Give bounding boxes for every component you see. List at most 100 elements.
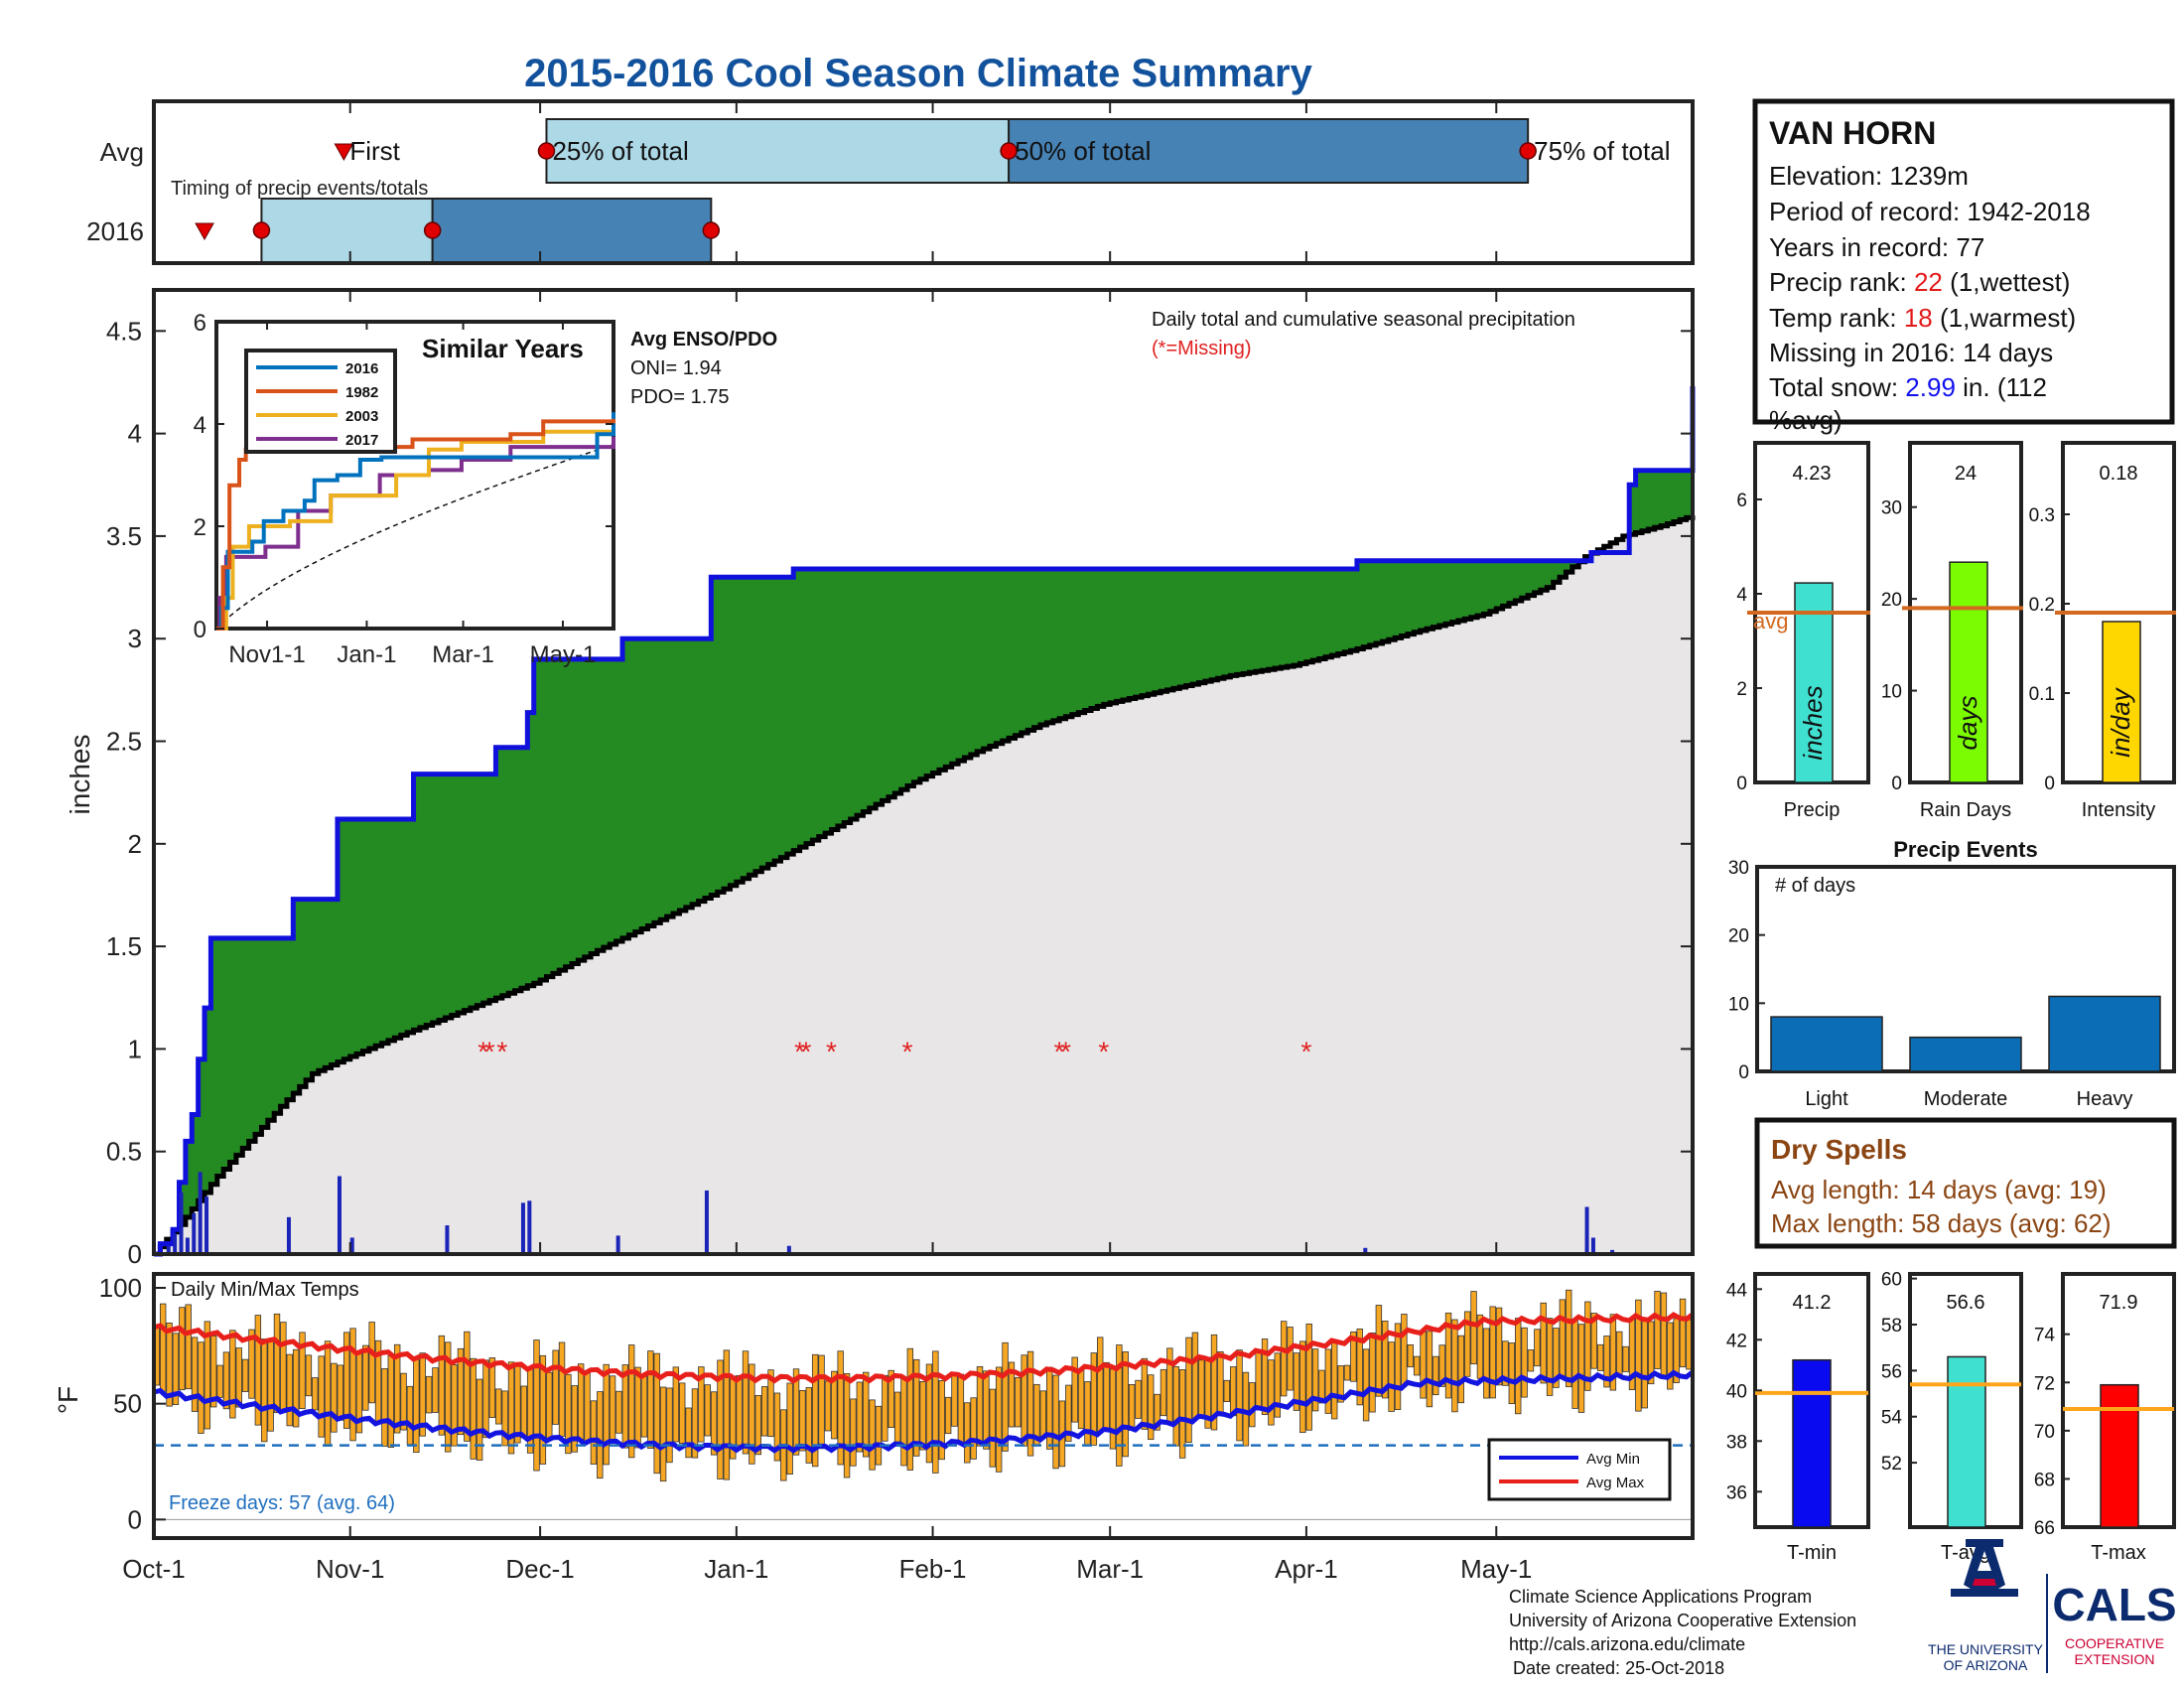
daily-temp-bar-57	[514, 1364, 521, 1444]
legend-label-avg-max: Avg Max	[1586, 1475, 1645, 1491]
tmin-ytick-label-4: 44	[1726, 1280, 1748, 1301]
daily-temp-bar-124	[938, 1380, 945, 1461]
daily-temp-bar-7	[198, 1341, 205, 1434]
tmin-ytick-label-0: 36	[1726, 1482, 1747, 1503]
daily-temp-bar-241	[1679, 1298, 1687, 1368]
freeze-days: Freeze days: 57 (avg. 64)	[169, 1492, 395, 1514]
daily-temp-bar-28	[331, 1362, 338, 1433]
daily-temp-bar-52	[482, 1359, 489, 1439]
daily-temp-bar-81	[666, 1387, 673, 1464]
daily-temp-bar-33	[362, 1344, 369, 1411]
daily-temp-bar-125	[944, 1396, 952, 1435]
daily-temp-bar-236	[1647, 1321, 1655, 1385]
timing-avg-first-label: First	[349, 136, 400, 166]
daily-temp-bar-73	[615, 1390, 622, 1434]
precip-events-ylabel: # of days	[1775, 875, 1855, 897]
daily-temp-bar-135	[1008, 1361, 1016, 1428]
daily-temp-bar-13	[235, 1347, 242, 1408]
daily-temp-bar-45	[438, 1335, 446, 1436]
temp-ytick-label-2: 100	[99, 1273, 142, 1303]
temp-xtick-label-4: Feb-1	[899, 1554, 967, 1584]
daily-temp-bar-138	[1026, 1350, 1034, 1457]
daily-temp-bar-130	[976, 1365, 984, 1447]
daily-temp-bar-119	[906, 1347, 914, 1471]
daily-temp-bar-53	[488, 1357, 496, 1418]
daily-temp-bar-115	[882, 1374, 888, 1442]
daily-temp-bar-55	[501, 1390, 508, 1447]
daily-temp-bar-5	[185, 1304, 192, 1390]
rain_days-category-label: Rain Days	[1920, 799, 2011, 821]
daily-temp-bar-67	[577, 1363, 585, 1441]
daily-temp-bar-63	[552, 1349, 559, 1425]
daily-temp-bar-181	[1299, 1340, 1306, 1434]
daily-temp-bar-128	[964, 1402, 971, 1464]
daily-precip-bar-12	[527, 1200, 532, 1254]
daily-temp-bar-171	[1236, 1349, 1243, 1442]
daily-temp-bar-232	[1622, 1345, 1629, 1372]
daily-temp-bar-25	[312, 1377, 319, 1411]
missing-day-marker-1: *	[484, 1036, 495, 1066]
station-elevation: Elevation: 1239m	[1769, 161, 1969, 191]
daily-temp-bar-180	[1293, 1352, 1300, 1411]
inset-xtick-label-1: Jan-1	[337, 641, 396, 668]
precip-events-ytick-label-2: 20	[1728, 926, 1749, 947]
tmin-ytick-label-3: 42	[1726, 1331, 1747, 1351]
daily-temp-bar-226	[1584, 1301, 1591, 1391]
daily-temp-bar-76	[634, 1366, 641, 1449]
enso-pdo: PDO= 1.75	[630, 386, 730, 408]
dry-spells-box: Dry Spells Avg length: 14 days (avg: 19)…	[1754, 1117, 2177, 1249]
timing-avg-p75-label: 75% of total	[1534, 136, 1670, 166]
rain_days-unit-label: days	[1953, 696, 1982, 751]
daily-temp-bar-148	[1090, 1352, 1098, 1446]
daily-temp-bar-110	[850, 1398, 857, 1467]
daily-temp-bar-85	[691, 1388, 699, 1459]
daily-temp-bar-231	[1616, 1331, 1623, 1377]
station-temp-rank: Temp rank: 18 (1,warmest)	[1769, 303, 2076, 333]
missing-day-marker-0: *	[478, 1036, 488, 1066]
daily-temp-bar-172	[1242, 1371, 1250, 1447]
daily-temp-bar-118	[900, 1378, 907, 1467]
precip-ytick-label-2: 4	[1736, 585, 1747, 606]
daily-temp-bar-103	[805, 1387, 812, 1464]
daily-temp-bar-111	[856, 1381, 864, 1453]
timing-year-bar-50-75	[431, 198, 713, 263]
precip-annotation-missing: (*=Missing)	[1152, 338, 1252, 359]
inset-title: Similar Years	[422, 334, 584, 363]
tmax-ytick-label-2: 70	[2034, 1422, 2055, 1443]
inset-ytick-label-2: 4	[194, 412, 206, 439]
daily-temp-bar-120	[913, 1358, 920, 1457]
daily-temp-bar-190	[1356, 1329, 1363, 1406]
temp-xtick-label-7: May-1	[1460, 1554, 1532, 1584]
daily-temp-bar-54	[495, 1388, 502, 1425]
daily-precip-bar-3	[185, 1237, 190, 1254]
daily-precip-bar-8	[337, 1176, 341, 1254]
temp-ytick-label-1: 50	[113, 1389, 142, 1419]
precip-ylabel: inches	[65, 735, 95, 815]
timing-year-first-marker	[195, 222, 214, 241]
daily-precip-bar-1	[173, 1233, 178, 1254]
enso-title: Avg ENSO/PDO	[630, 329, 777, 351]
daily-precip-bar-18	[1590, 1237, 1595, 1254]
daily-temp-bar-51	[476, 1378, 483, 1461]
daily-temp-bar-174	[1255, 1350, 1262, 1411]
precip-events-category-0: Light	[1805, 1088, 1848, 1110]
tmax-ytick-label-0: 66	[2034, 1518, 2055, 1539]
daily-temp-bar-71	[603, 1363, 610, 1466]
precip-unit-label: inches	[1798, 685, 1828, 760]
daily-temp-bar-30	[342, 1332, 350, 1429]
precip-events-bars: Light Moderate Heavy 0 10 20 30	[1728, 858, 2161, 1110]
daily-temp-bar-201	[1426, 1331, 1433, 1408]
inset-xtick-label-3: May-1	[530, 641, 597, 668]
precip-series: ** * ** * * ** * *	[154, 386, 1696, 1257]
ua-logo-line-2: OF ARIZONA	[1944, 1657, 2028, 1673]
daily-temp-bar-58	[520, 1385, 527, 1439]
daily-temp-bar-27	[324, 1340, 332, 1447]
daily-temp-bar-214	[1508, 1342, 1516, 1405]
precip-ytick-label-5: 2.5	[106, 727, 142, 757]
daily-temp-bar-193	[1375, 1305, 1383, 1397]
inset-xtick-label-2: Mar-1	[432, 641, 494, 668]
daily-temp-bar-14	[241, 1358, 249, 1392]
avg-max-temp-line	[153, 1312, 1695, 1384]
intensity-ytick-label-3: 0.3	[2029, 505, 2055, 526]
daily-temp-bar-155	[1135, 1379, 1142, 1419]
